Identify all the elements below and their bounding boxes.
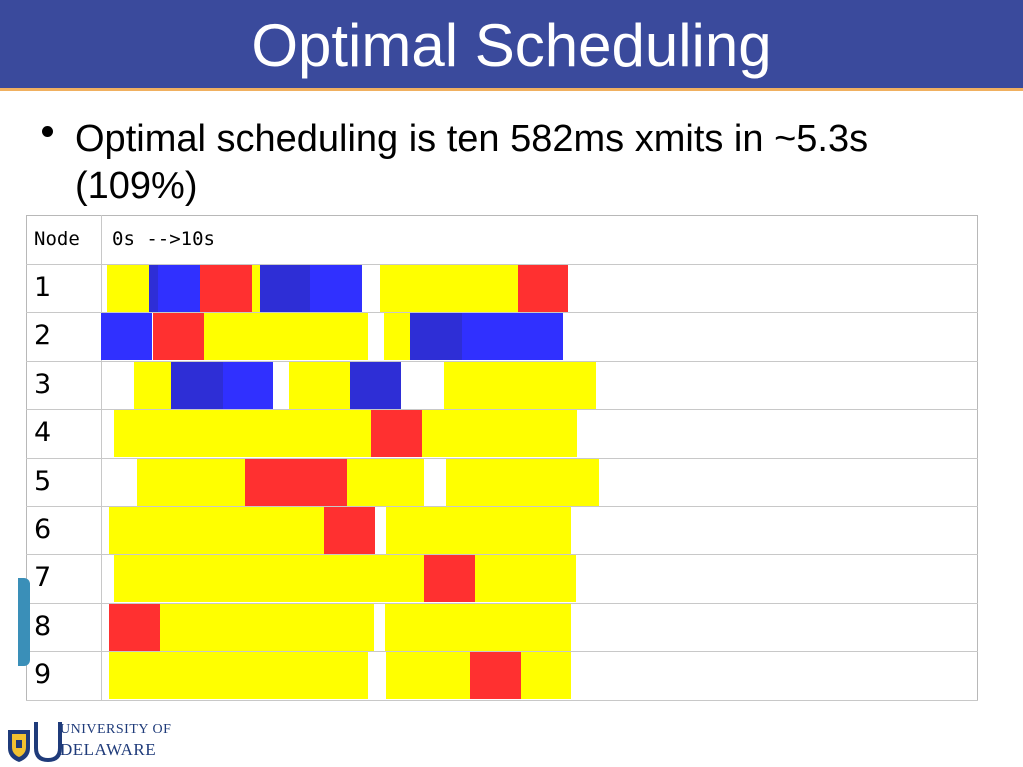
transmission-slot: [384, 313, 410, 360]
university-logo-icon: [8, 722, 62, 763]
row-divider: [26, 458, 978, 459]
transmission-slot: [289, 362, 350, 409]
transmission-slot: [422, 410, 577, 457]
transmission-slot: [223, 362, 273, 409]
node-label: 5: [34, 466, 52, 497]
transmission-slot: [171, 362, 223, 409]
row-divider: [26, 361, 978, 362]
transmission-slot: [470, 652, 521, 699]
transmission-slot: [475, 555, 576, 602]
row-divider: [26, 264, 978, 265]
transmission-slot: [204, 313, 368, 360]
transmission-slot: [109, 507, 324, 554]
node-label: 9: [34, 659, 52, 690]
logo-text-delaware: DELAWARE: [60, 740, 157, 759]
transmission-slot: [109, 604, 160, 651]
title-bar: [0, 0, 1023, 88]
transmission-slot: [518, 265, 568, 312]
node-label: 2: [34, 320, 52, 351]
node-label: 6: [34, 514, 52, 545]
transmission-slot: [153, 313, 204, 360]
transmission-slot: [324, 507, 375, 554]
transmission-slot: [444, 362, 596, 409]
side-tab: [18, 578, 30, 666]
row-divider: [26, 603, 978, 604]
transmission-slot: [434, 313, 462, 360]
transmission-slot: [424, 555, 475, 602]
transmission-slot: [386, 507, 571, 554]
title-divider: [0, 88, 1023, 91]
transmission-slot: [260, 265, 310, 312]
node-label: 8: [34, 611, 52, 642]
row-divider: [26, 312, 978, 313]
transmission-slot: [245, 459, 347, 506]
transmission-slot: [310, 265, 362, 312]
node-label: 3: [34, 369, 52, 400]
transmission-slot: [446, 459, 599, 506]
transmission-slot: [134, 362, 171, 409]
transmission-slot: [158, 265, 200, 312]
transmission-slot: [107, 265, 150, 312]
transmission-slot: [101, 313, 152, 360]
row-divider: [26, 506, 978, 507]
transmission-slot: [114, 555, 424, 602]
bullet-text: Optimal scheduling is ten 582ms xmits in…: [75, 118, 869, 207]
header-time-axis: 0s -->10s: [112, 228, 215, 250]
node-label: 7: [34, 562, 52, 593]
transmission-slot: [462, 313, 514, 360]
transmission-slot: [114, 410, 371, 457]
row-divider: [26, 651, 978, 652]
row-divider: [26, 409, 978, 410]
row-divider: [26, 554, 978, 555]
transmission-slot: [200, 265, 252, 312]
row-divider: [26, 700, 978, 701]
bullet-icon: [42, 126, 53, 137]
transmission-slot: [385, 604, 571, 651]
transmission-slot: [386, 652, 470, 699]
slide-title: Optimal Scheduling: [251, 12, 772, 79]
transmission-slot: [521, 652, 571, 699]
node-label: 4: [34, 417, 52, 448]
transmission-slot: [109, 652, 368, 699]
transmission-slot: [371, 410, 422, 457]
transmission-slot: [514, 313, 563, 360]
transmission-slot: [347, 459, 424, 506]
transmission-slot: [380, 265, 518, 312]
node-label: 1: [34, 272, 52, 303]
transmission-slot: [137, 459, 245, 506]
logo-text-university: UNIVERSITY OF: [60, 722, 172, 737]
transmission-slot: [160, 604, 374, 651]
transmission-slot: [252, 265, 260, 312]
transmission-slot: [350, 362, 401, 409]
header-node: Node: [34, 228, 80, 250]
